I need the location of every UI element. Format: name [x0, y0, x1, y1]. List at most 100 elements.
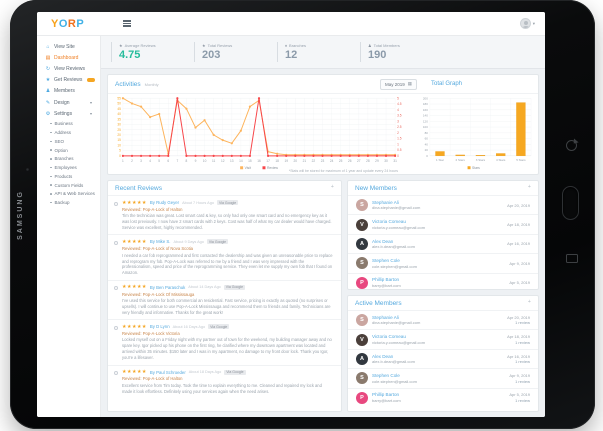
member-info: Stephanie Ali dina.stephanie@gmail.com — [372, 200, 503, 211]
view-site-icon: ⌂ — [46, 43, 50, 50]
recent-reviews-card: Recent Reviews + ★★★★★ By Rudy Geyer About… — [107, 180, 342, 412]
review-timestamp: About 7 Hours Ago — [182, 200, 214, 205]
member-name-link[interactable]: Alex Dean — [372, 238, 394, 244]
user-avatar[interactable]: ▾ — [519, 18, 535, 29]
sidebar-subitem-backup[interactable]: Backup — [37, 198, 100, 207]
panel-action-icon[interactable]: + — [330, 184, 334, 191]
sidebar-subitem-products[interactable]: Products — [37, 172, 100, 181]
sidebar-subitem-business[interactable]: Business — [37, 119, 100, 128]
review-timestamp: About 18 Days Ago — [188, 370, 222, 375]
bullet-dot — [50, 166, 52, 169]
member-name-link[interactable]: Victoria Comeau — [372, 219, 406, 225]
reviews-list: ★★★★★ By Rudy Geyer About 7 Hours Ago Via G… — [108, 196, 341, 398]
sidebar-item-design[interactable]: ✎ Design ▾ — [37, 97, 100, 108]
member-review-count[interactable]: 1 review — [515, 397, 530, 403]
recent-reviews-title: Recent Reviews — [115, 184, 162, 192]
member-name-link[interactable]: Phillip Barton — [372, 392, 400, 398]
review-body: I needed a car fob reprogrammed and firs… — [122, 252, 333, 276]
activities-title: Activities — [115, 80, 141, 88]
sidebar-item-dashboard[interactable]: ▤ Dashboard — [37, 52, 100, 63]
star-rating: ★★★★★ — [122, 369, 147, 376]
member-avatar: A — [356, 237, 368, 250]
review-author-link[interactable]: By Ben Paraschuk — [149, 284, 186, 290]
member-name-link[interactable]: Stephen Cole — [372, 373, 400, 379]
svg-text:20: 20 — [294, 159, 298, 163]
recent-reviews-header: Recent Reviews + — [108, 181, 341, 196]
member-email: victoria.y.comeau@gmail.com — [372, 224, 426, 230]
member-date: Apr 16, 2019 — [507, 241, 530, 247]
sidebar-subitem-employees[interactable]: Employees — [37, 163, 100, 172]
member-review-count[interactable]: 1 review — [515, 320, 530, 326]
review-timestamp: About 9 Days Ago — [173, 239, 204, 244]
charts-body: 0 5 10 15 20 25 30 35 40 45 50 55 0 0.5 1 1.5 2 2.5 3 3.5 4 4… — [108, 94, 538, 174]
review-author-link[interactable]: By D Lynn — [149, 324, 170, 330]
sidebar-subitem-branches[interactable]: Branches — [37, 154, 100, 163]
svg-text:15: 15 — [248, 159, 252, 163]
member-name-link[interactable]: Stephen Cole — [372, 258, 400, 264]
member-date: Apr 18, 2019 — [507, 334, 530, 340]
sidebar-item-view-site[interactable]: ⌂ View Site — [37, 41, 100, 52]
member-meta: Apr 18, 2019 1 review — [507, 334, 530, 345]
svg-text:0.5: 0.5 — [397, 148, 402, 152]
member-name-link[interactable]: Stephanie Ali — [372, 314, 399, 320]
period-select[interactable]: May 2019 ▦ — [379, 78, 417, 90]
svg-text:21: 21 — [303, 159, 307, 163]
panel-action-icon[interactable]: + — [527, 184, 531, 191]
active-members-header: Active Members + — [348, 296, 538, 311]
member-email: barry@bart.com — [372, 282, 401, 288]
stat-label: ♦ Branches — [285, 43, 347, 48]
review-author-link[interactable]: By Mike S. — [149, 239, 171, 245]
bullet-dot — [50, 149, 52, 151]
design-icon: ✎ — [45, 99, 51, 106]
review-main: ★★★★★ By D Lynn About 16 Days Ago Via Googl… — [122, 324, 333, 361]
member-review-count[interactable]: 1 review — [515, 378, 530, 384]
member-review-count[interactable]: 1 review — [515, 339, 530, 345]
sidebar-item-members[interactable]: ♟ Members — [37, 86, 100, 97]
member-info: Stephen Cole cole.stephen@gmail.com — [372, 373, 505, 384]
sidebar-nav: ⌂ View Site ▤ Dashboard ↻ View Reviews ★ Get Re… — [37, 36, 101, 417]
svg-text:4.5: 4.5 — [397, 102, 402, 106]
bullet-dot — [50, 140, 52, 143]
svg-text:8: 8 — [186, 159, 188, 163]
review-source-badge: Via Google — [216, 200, 239, 205]
total-graph-label[interactable]: Total Graph — [431, 81, 463, 87]
sidebar-subitem-seo[interactable]: SEO — [37, 137, 100, 146]
svg-text:0: 0 — [397, 154, 399, 158]
member-info: Alex Dean alex.b.dean@gmail.com — [372, 239, 503, 250]
logo-letter: Y — [51, 17, 59, 30]
svg-text:45: 45 — [117, 107, 121, 111]
menu-toggle-icon[interactable] — [123, 19, 131, 28]
member-meta: Apr 16, 2019 — [507, 241, 530, 246]
sidebar-subitem-label: Employees — [54, 165, 77, 171]
member-name-link[interactable]: Phillip Barton — [372, 277, 400, 283]
main-area: ★ Average Reviews 4.75 ★ Total Reviews 203 ♦ Br… — [101, 36, 545, 417]
member-name-link[interactable]: Stephanie Ali — [372, 199, 399, 205]
stat-label: ♟ Total Members — [368, 43, 430, 48]
sidebar-subitem-custom-fields[interactable]: Custom Fields — [37, 181, 100, 190]
sidebar-item-settings[interactable]: ⚙ Settings ▾ — [37, 108, 100, 119]
member-email: dina.stephanie@gmail.com — [372, 320, 421, 326]
panel-action-icon[interactable]: + — [527, 299, 531, 306]
sidebar-subitem-address[interactable]: Address — [37, 128, 100, 137]
sidebar-subitem-api-web-services[interactable]: API & Web Services — [37, 190, 100, 199]
activities-subtitle: Monthly — [144, 81, 159, 87]
sidebar-item-label: Dashboard — [54, 54, 79, 61]
stat-total-reviews: ★ Total Reviews 203 — [194, 42, 264, 62]
app-logo[interactable]: YORP — [51, 18, 109, 30]
screen: YORP ▾ ⌂ View Site ▤ Dashboard ↻ View Reviews… — [37, 12, 545, 417]
sidebar-item-view-reviews[interactable]: ↻ View Reviews — [37, 63, 100, 74]
svg-text:31: 31 — [393, 159, 397, 163]
member-name-link[interactable]: Victoria Comeau — [372, 334, 406, 340]
member-review-count[interactable]: 1 review — [515, 359, 530, 365]
stat-total-members: ♟ Total Members 190 — [360, 42, 430, 62]
sidebar-subitem-option[interactable]: Option — [37, 146, 100, 155]
members-icon: ♟ — [45, 88, 51, 95]
member-email: cole.stephen@gmail.com — [372, 263, 417, 269]
member-name-link[interactable]: Alex Dean — [372, 353, 394, 359]
review-author-link[interactable]: By Paul Schroeder — [149, 369, 186, 375]
review-author-link[interactable]: By Rudy Geyer — [149, 200, 180, 205]
member-row: S Stephanie Ali dina.stephanie@gmail.com Ap… — [348, 196, 538, 214]
sidebar-item-get-reviews[interactable]: ★ Get Reviews — [37, 75, 100, 86]
svg-text:200: 200 — [423, 96, 428, 100]
